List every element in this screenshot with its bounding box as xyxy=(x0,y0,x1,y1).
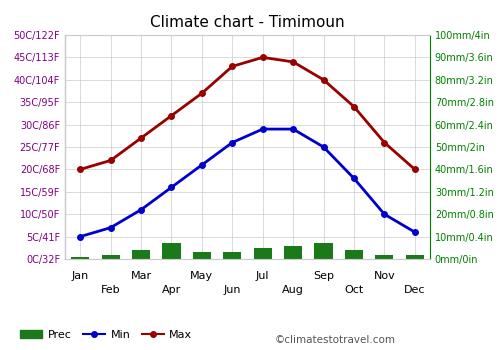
Legend: Prec, Min, Max: Prec, Min, Max xyxy=(16,326,197,344)
Text: May: May xyxy=(190,271,214,281)
Title: Climate chart - Timimoun: Climate chart - Timimoun xyxy=(150,15,345,30)
Text: Jun: Jun xyxy=(224,285,241,295)
Bar xyxy=(102,254,120,259)
Bar xyxy=(254,248,272,259)
Bar xyxy=(375,254,394,259)
Text: Feb: Feb xyxy=(101,285,120,295)
Text: Aug: Aug xyxy=(282,285,304,295)
Bar xyxy=(345,250,363,259)
Bar xyxy=(193,252,211,259)
Bar xyxy=(284,246,302,259)
Text: Oct: Oct xyxy=(344,285,364,295)
Text: Sep: Sep xyxy=(313,271,334,281)
Text: Mar: Mar xyxy=(130,271,152,281)
Bar xyxy=(406,254,424,259)
Text: ©climatestotravel.com: ©climatestotravel.com xyxy=(275,335,396,345)
Text: Apr: Apr xyxy=(162,285,181,295)
Text: Dec: Dec xyxy=(404,285,425,295)
Text: Nov: Nov xyxy=(374,271,395,281)
Bar xyxy=(132,250,150,259)
Bar xyxy=(314,243,332,259)
Text: Jan: Jan xyxy=(72,271,89,281)
Text: Jul: Jul xyxy=(256,271,270,281)
Bar xyxy=(223,252,242,259)
Bar xyxy=(162,243,180,259)
Bar xyxy=(71,257,90,259)
